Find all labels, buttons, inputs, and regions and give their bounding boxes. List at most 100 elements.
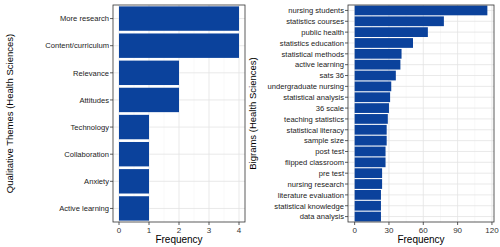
tick (345, 173, 348, 174)
tick-label: 30 (385, 226, 394, 235)
bars (355, 6, 488, 222)
tick (110, 72, 113, 73)
axis-title: Qualitative Themes (Health Sciences) (4, 34, 15, 193)
category-label: nursing students (288, 6, 344, 15)
bars (119, 6, 239, 220)
tick (345, 75, 348, 76)
bar (355, 38, 413, 48)
category-label: sats 36 (320, 71, 344, 80)
category-label: Relevance (73, 69, 109, 78)
category-label: Collaboration (64, 150, 109, 159)
axis-title: Frequency (397, 234, 444, 245)
category-label: Technology (71, 123, 110, 132)
tick (110, 45, 113, 46)
tick (209, 222, 210, 225)
bar (355, 168, 382, 178)
category-label: public health (301, 28, 344, 37)
figure: More research Content/curriculum Relevance… (0, 0, 500, 247)
plot-frame (113, 5, 245, 222)
tick (457, 222, 458, 225)
tick (345, 97, 348, 98)
tick (345, 42, 348, 43)
bar (355, 125, 387, 135)
tick (110, 127, 113, 128)
tick-label: 0 (117, 226, 122, 235)
plot-background (113, 5, 245, 222)
tick (345, 86, 348, 87)
bar (119, 6, 239, 30)
tick (110, 18, 113, 19)
grid-line (491, 5, 492, 222)
tick (345, 216, 348, 217)
tick (345, 151, 348, 152)
category-label: Content/curriculum (45, 41, 109, 50)
tick (239, 222, 240, 225)
bar (355, 16, 444, 26)
bar (355, 103, 389, 113)
tick (345, 140, 348, 141)
category-label: post test (315, 147, 345, 156)
axis-title: Frequency (155, 234, 202, 245)
bar (119, 61, 179, 85)
tick (423, 222, 424, 225)
category-label: nursing research (287, 180, 344, 189)
tick (110, 208, 113, 209)
minor-grid-line (474, 5, 475, 222)
tick (388, 222, 389, 225)
category-label: statistical analysis (283, 93, 344, 102)
tick-label: 0 (352, 226, 357, 235)
tick (149, 222, 150, 225)
tick (345, 205, 348, 206)
category-label: Attitudes (79, 96, 109, 105)
category-label: undergraduate nursing (268, 82, 344, 91)
tick (345, 21, 348, 22)
tick (119, 222, 120, 225)
bar (119, 169, 149, 193)
grid-line (354, 5, 355, 222)
category-label: Anxiety (84, 177, 109, 186)
category-label: statistics courses (286, 17, 344, 26)
bar (355, 81, 392, 91)
tick (179, 222, 180, 225)
tick (345, 53, 348, 54)
bar (119, 33, 239, 57)
category-label: statistical knowledge (274, 202, 344, 211)
bar (355, 212, 381, 222)
category-label: pre test (319, 169, 345, 178)
tick (345, 10, 348, 11)
grid-line (423, 5, 424, 222)
bar (355, 60, 401, 70)
tick-label: 1 (147, 226, 152, 235)
bar (119, 196, 149, 220)
bar (355, 136, 387, 146)
minor-grid-line (440, 5, 441, 222)
minor-grid-line (371, 5, 372, 222)
category-label: statistics education (280, 39, 344, 48)
category-label: sample size (304, 136, 344, 145)
tick (345, 129, 348, 130)
category-label: More research (60, 14, 109, 23)
tick (491, 222, 492, 225)
bar (355, 6, 488, 16)
tick (345, 64, 348, 65)
category-label: active learning (295, 60, 344, 69)
tick (110, 154, 113, 155)
tick-label: 4 (237, 226, 242, 235)
bar (355, 157, 386, 167)
panel: nursing students statistics courses public… (247, 5, 500, 245)
bar (355, 190, 381, 200)
bar (355, 147, 386, 157)
axis-title: Bigrams (Health Sciences) (247, 57, 258, 169)
tick-label: 3 (207, 226, 212, 235)
bar (119, 115, 149, 139)
tick (345, 118, 348, 119)
bar (355, 201, 381, 211)
bar (355, 92, 390, 102)
bar (355, 71, 396, 81)
grid-line (388, 5, 389, 222)
tick (354, 222, 355, 225)
bar (355, 27, 428, 37)
tick-label: 90 (453, 226, 462, 235)
tick (345, 194, 348, 195)
category-label: flipped classroom (285, 158, 344, 167)
